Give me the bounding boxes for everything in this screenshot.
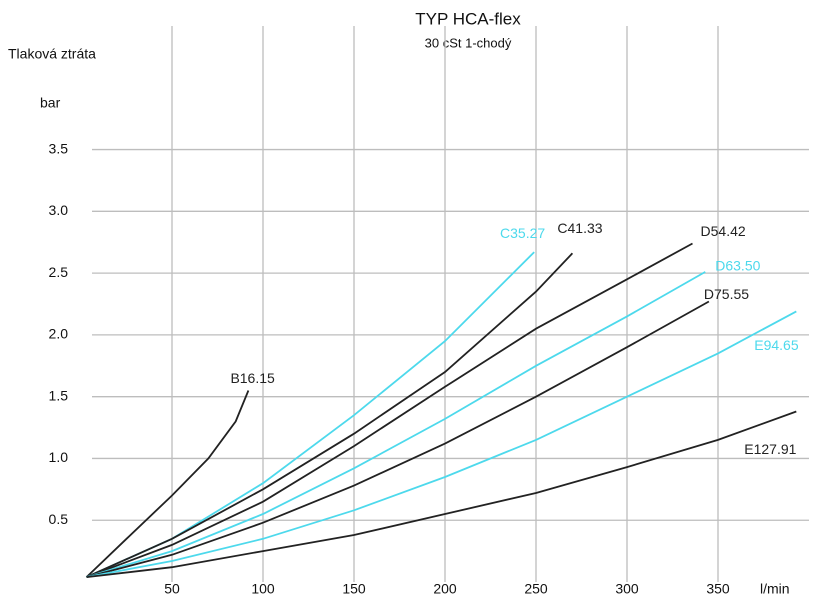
series-label: D75.55 xyxy=(704,286,749,302)
x-tick-label: 250 xyxy=(524,581,548,597)
y-tick-label: 3.0 xyxy=(49,202,69,218)
curve xyxy=(86,310,797,578)
y-tick-label: 0.5 xyxy=(49,511,69,527)
curve xyxy=(86,252,574,578)
y-tick-label: 1.5 xyxy=(49,387,69,403)
curve xyxy=(86,271,706,578)
y-tick-label: 1.0 xyxy=(49,449,69,465)
chart-subtitle: 30 cSt 1-chodý xyxy=(425,35,512,50)
curve xyxy=(86,410,797,578)
x-axis-title: l/min xyxy=(760,581,790,597)
curve xyxy=(86,242,693,578)
curve xyxy=(86,300,710,578)
chart-title: TYP HCA-flex xyxy=(415,9,521,28)
y-axis-title: Tlaková ztráta xyxy=(8,46,96,62)
y-tick-label: 2.5 xyxy=(49,264,69,280)
curve xyxy=(85,390,250,578)
series-label: C35.27 xyxy=(500,225,545,241)
y-axis-unit: bar xyxy=(40,95,61,111)
x-tick-label: 150 xyxy=(342,581,366,597)
series-label: D63.50 xyxy=(715,258,760,274)
x-tick-label: 50 xyxy=(164,581,180,597)
x-tick-label: 200 xyxy=(433,581,457,597)
series-label: D54.42 xyxy=(701,223,746,239)
series-label: C41.33 xyxy=(557,220,602,236)
series-label: B16.15 xyxy=(230,370,275,386)
y-tick-label: 2.0 xyxy=(49,326,69,342)
curve xyxy=(86,251,535,578)
x-tick-label: 100 xyxy=(251,581,275,597)
series-label: E94.65 xyxy=(754,337,799,353)
x-tick-label: 300 xyxy=(615,581,639,597)
x-tick-label: 350 xyxy=(706,581,730,597)
y-tick-label: 3.5 xyxy=(49,140,69,156)
series-label: E127.91 xyxy=(744,441,796,457)
